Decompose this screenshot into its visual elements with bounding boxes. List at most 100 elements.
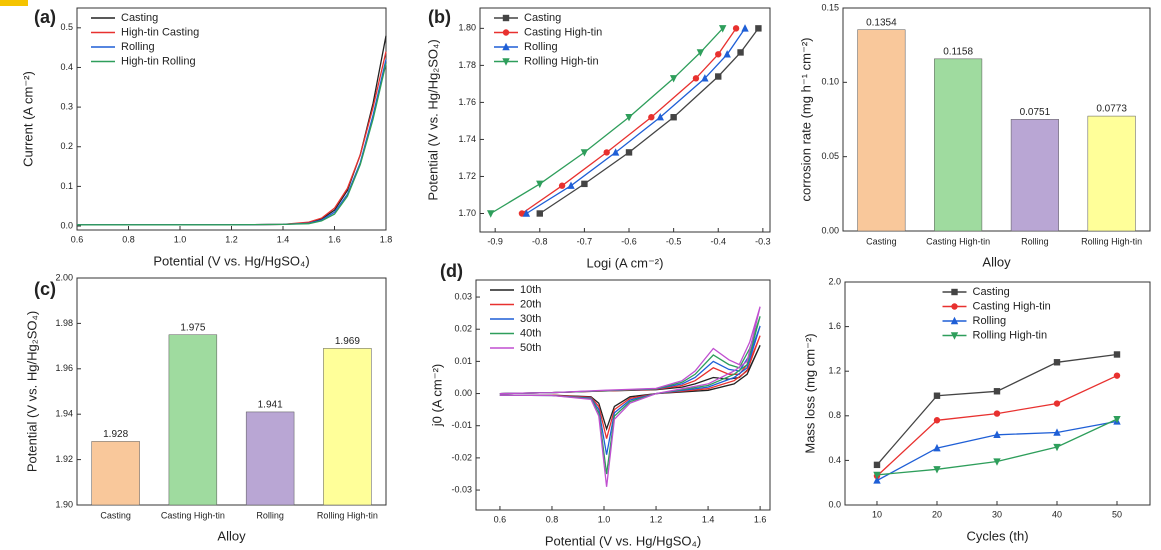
x-tick-label: -0.4 [710, 236, 726, 246]
marker [873, 461, 881, 469]
marker [581, 180, 588, 188]
x-tick-label: 1.0 [598, 514, 611, 524]
legend-label: Casting High-tin [524, 26, 602, 38]
series-line [499, 345, 761, 432]
y-tick-label: 0.00 [454, 388, 472, 398]
y-tick-label: 1.74 [458, 134, 476, 144]
legend-marker [502, 14, 510, 22]
series-line [499, 335, 761, 439]
legend-marker [502, 42, 510, 51]
marker [1113, 415, 1121, 424]
marker [993, 388, 1001, 395]
y-tick-label: 0.4 [60, 62, 73, 72]
panel-label: (c) [34, 279, 56, 299]
value-label: 0.0773 [1096, 104, 1127, 115]
legend-label: Casting [524, 12, 561, 24]
legend-label: High-tin Rolling [121, 55, 196, 67]
marker [611, 148, 620, 156]
legend-label: 30th [520, 313, 541, 325]
marker [873, 476, 881, 484]
y-tick-label: -0.03 [451, 484, 472, 494]
x-tick-label: 50 [1112, 509, 1122, 519]
y-tick-label: 1.80 [458, 23, 476, 33]
x-tick-label: 0.8 [546, 514, 559, 524]
y-tick-label: -0.01 [451, 420, 472, 430]
legend-label: Casting High-tin [973, 300, 1051, 312]
y-tick-label: 0.02 [454, 324, 472, 334]
x-axis-title: Potential (V vs. Hg/HgSO₄) [153, 253, 309, 268]
x-tick-label: 1.2 [225, 234, 238, 244]
bar [934, 58, 983, 232]
legend-marker [951, 303, 958, 310]
marker [580, 149, 589, 157]
value-label: 1.941 [258, 400, 283, 411]
x-tick-label: Casting [866, 236, 897, 246]
legend-label: Rolling [973, 315, 1007, 327]
marker [670, 114, 677, 121]
value-label: 0.1158 [943, 46, 973, 57]
marker [933, 392, 941, 399]
x-axis-title: Alloy [982, 254, 1011, 269]
y-tick-label: 1.90 [55, 499, 73, 509]
y-tick-label: 0.05 [821, 151, 839, 161]
x-tick-label: 1.4 [277, 234, 290, 244]
bar [245, 411, 295, 506]
legend-marker [502, 29, 510, 36]
y-tick-label: 0.3 [60, 101, 73, 111]
value-label: 1.975 [180, 322, 205, 333]
marker [669, 75, 678, 83]
y-tick-label: 1.2 [828, 366, 841, 376]
x-tick-label: Rolling High-tin [1081, 236, 1142, 246]
marker [993, 458, 1001, 466]
x-axis-title: Alloy [217, 528, 246, 543]
marker [715, 51, 722, 58]
panel-label: (b) [428, 7, 451, 27]
x-tick-label: Rolling High-tin [317, 510, 378, 520]
value-label: 0.1354 [866, 17, 897, 28]
bar [323, 348, 372, 506]
y-tick-label: 0.10 [821, 77, 839, 87]
x-tick-label: Casting [100, 510, 131, 520]
legend-label: Casting [121, 12, 158, 24]
decoration [0, 0, 28, 6]
x-tick-label: 1.6 [754, 514, 767, 524]
y-tick-label: 2.00 [55, 272, 73, 282]
marker [719, 25, 727, 33]
legend-marker [951, 288, 958, 296]
marker [487, 210, 495, 218]
x-tick-label: -0.9 [487, 236, 503, 246]
legend-label: Rolling [524, 41, 558, 53]
legend-label: 20th [520, 298, 541, 310]
marker [732, 25, 740, 32]
x-tick-label: 1.8 [380, 234, 393, 244]
y-tick-label: 2.0 [828, 276, 841, 286]
marker [715, 73, 722, 80]
value-label: 1.928 [103, 429, 128, 440]
marker [1053, 443, 1061, 452]
y-axis-title: Potential (V vs. Hg/Hg₂SO₄) [425, 39, 440, 200]
marker [1053, 359, 1061, 366]
marker [648, 114, 655, 121]
marker [536, 180, 544, 189]
legend-label: 10th [520, 284, 541, 296]
y-tick-label: 0.0 [60, 220, 73, 230]
legend-marker [502, 58, 510, 66]
series-line [876, 353, 1118, 466]
legend-label: 50th [520, 342, 541, 354]
legend-marker [950, 332, 959, 340]
legend-label: 40th [520, 327, 541, 339]
panel-label: (a) [34, 7, 56, 27]
plot-frame [76, 277, 387, 506]
marker [701, 74, 709, 82]
x-axis-title: Potential (V vs. Hg/HgSO₄) [545, 533, 701, 548]
marker [558, 182, 566, 189]
marker [993, 410, 1001, 417]
plot-frame [842, 7, 1151, 232]
legend-label: Casting [973, 286, 1010, 298]
x-tick-label: 40 [1052, 509, 1062, 519]
x-tick-label: -0.6 [621, 236, 637, 246]
marker [536, 210, 543, 217]
x-tick-label: -0.8 [532, 236, 548, 246]
y-tick-label: 0.8 [828, 410, 841, 420]
x-tick-label: 1.6 [328, 234, 341, 244]
